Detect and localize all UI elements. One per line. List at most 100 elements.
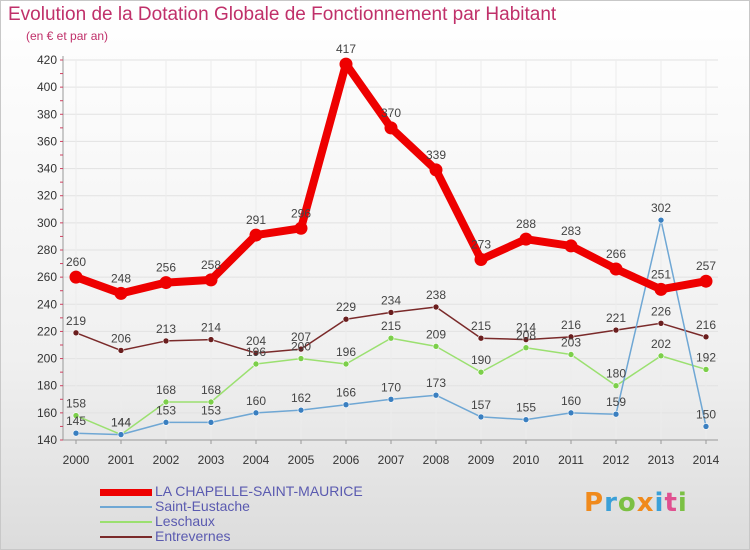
data-point xyxy=(162,337,170,345)
y-tick-label: 420 xyxy=(37,53,57,67)
x-tick-label: 2000 xyxy=(63,453,90,467)
data-point xyxy=(699,274,713,288)
data-label: 153 xyxy=(201,403,221,417)
data-point xyxy=(387,309,395,316)
data-label: 256 xyxy=(156,261,176,275)
data-point xyxy=(297,355,305,362)
x-tick-label: 2002 xyxy=(153,453,180,467)
legend-label: Leschaux xyxy=(155,513,215,529)
data-label: 173 xyxy=(426,376,446,390)
data-label: 288 xyxy=(516,217,536,231)
legend-label: Saint-Eustache xyxy=(155,498,250,514)
x-tick-label: 2010 xyxy=(513,453,540,467)
data-label: 159 xyxy=(606,395,626,409)
data-point xyxy=(387,334,395,342)
data-label: 158 xyxy=(66,397,86,411)
data-point xyxy=(519,232,533,246)
data-point xyxy=(474,253,488,266)
logo-letter: x xyxy=(636,488,655,518)
data-point xyxy=(72,329,80,337)
y-tick-label: 340 xyxy=(37,162,57,176)
data-point xyxy=(432,303,440,311)
y-tick-label: 280 xyxy=(37,243,57,257)
y-tick-label: 360 xyxy=(37,134,57,148)
x-tick-label: 2011 xyxy=(558,453,584,467)
logo-letter: t xyxy=(664,488,678,518)
data-label: 273 xyxy=(471,238,491,252)
data-label: 192 xyxy=(696,350,716,364)
x-tick-label: 2014 xyxy=(693,453,720,467)
data-label: 202 xyxy=(651,337,671,351)
data-point xyxy=(297,406,305,414)
data-point xyxy=(162,419,170,426)
data-label: 213 xyxy=(156,322,176,336)
data-label: 216 xyxy=(696,318,716,332)
data-label: 417 xyxy=(336,42,356,56)
data-point xyxy=(72,429,80,437)
data-label: 162 xyxy=(291,391,311,405)
data-point xyxy=(252,349,260,357)
data-label: 168 xyxy=(201,383,221,397)
data-point xyxy=(249,228,263,242)
data-point xyxy=(609,262,623,276)
logo-letter: i xyxy=(654,488,665,518)
data-label: 160 xyxy=(246,394,266,408)
data-point xyxy=(657,216,665,224)
data-label: 339 xyxy=(426,148,446,162)
x-tick-label: 2009 xyxy=(468,453,495,467)
data-label: 266 xyxy=(606,247,626,261)
x-tick-label: 2006 xyxy=(333,453,360,467)
data-label: 144 xyxy=(111,416,131,430)
data-label: 234 xyxy=(381,293,401,307)
data-point xyxy=(522,344,530,352)
logo-letter: o xyxy=(617,488,637,518)
data-label: 258 xyxy=(201,258,221,272)
x-tick-label: 2012 xyxy=(603,453,630,467)
data-point xyxy=(162,398,170,406)
data-label: 370 xyxy=(381,106,401,120)
data-label: 168 xyxy=(156,383,176,397)
data-point xyxy=(252,409,260,417)
chart-title: Evolution de la Dotation Globale de Fonc… xyxy=(8,4,557,25)
data-point xyxy=(342,360,350,368)
data-point xyxy=(342,401,350,409)
data-label: 283 xyxy=(561,224,581,238)
data-label: 150 xyxy=(696,407,716,421)
x-tick-label: 2013 xyxy=(648,453,675,467)
y-tick-label: 300 xyxy=(37,216,57,230)
data-label: 180 xyxy=(606,367,626,381)
legend-swatch xyxy=(100,489,152,496)
data-point xyxy=(432,391,440,399)
chart-subtitle: (en € et par an) xyxy=(26,29,109,43)
data-point xyxy=(612,382,620,390)
data-point xyxy=(612,410,620,418)
data-point xyxy=(72,412,80,419)
data-label: 260 xyxy=(66,255,86,269)
y-tick-label: 220 xyxy=(37,324,57,338)
legend-swatch xyxy=(100,536,152,538)
data-label: 238 xyxy=(426,288,446,302)
data-label: 207 xyxy=(291,330,311,344)
data-point xyxy=(477,368,485,376)
data-point xyxy=(339,57,353,71)
data-point xyxy=(207,419,215,426)
x-tick-label: 2001 xyxy=(108,453,135,467)
legend-label: Entrevernes xyxy=(155,528,231,544)
data-label: 214 xyxy=(201,321,221,335)
data-label: 144 xyxy=(111,416,131,430)
data-label: 209 xyxy=(426,327,446,341)
data-point xyxy=(114,286,128,300)
data-label: 214 xyxy=(516,321,536,335)
data-label: 157 xyxy=(471,398,491,412)
data-point xyxy=(297,345,305,353)
data-point xyxy=(654,282,668,296)
data-label: 291 xyxy=(246,213,266,227)
data-point xyxy=(342,315,350,323)
data-point xyxy=(117,347,125,354)
data-point xyxy=(294,221,308,235)
data-label: 196 xyxy=(336,345,356,359)
data-label: 216 xyxy=(561,318,581,332)
legend-label: LA CHAPELLE-SAINT-MAURICE xyxy=(155,483,363,499)
y-tick-label: 320 xyxy=(37,189,57,203)
